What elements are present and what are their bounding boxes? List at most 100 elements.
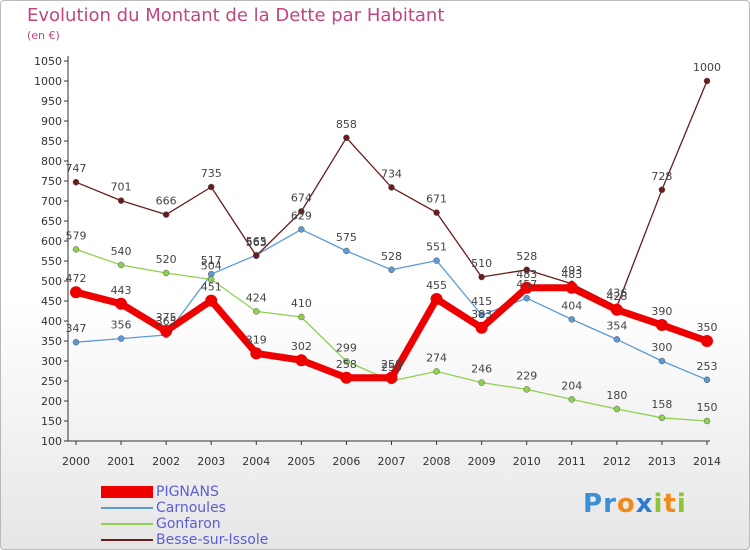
data-point <box>250 347 263 360</box>
data-label: 735 <box>201 167 222 180</box>
y-tick-label: 600 <box>41 235 62 248</box>
proxiti-logo: Proxiti <box>583 489 687 519</box>
y-tick-label: 300 <box>41 355 62 368</box>
data-point <box>430 293 443 305</box>
y-tick-label: 400 <box>41 315 62 328</box>
data-label: 375 <box>156 311 177 324</box>
data-point <box>115 297 128 310</box>
data-label: 510 <box>471 257 492 270</box>
y-tick-label: 100 <box>41 435 62 448</box>
data-point <box>72 246 80 253</box>
logo-letter: P <box>583 489 604 519</box>
data-point <box>433 257 440 264</box>
data-point <box>385 371 398 384</box>
x-tick-label: 2008 <box>423 455 451 468</box>
data-label: 246 <box>471 363 492 376</box>
data-label: 563 <box>246 236 267 249</box>
data-labels: 472 443 375 451 319 302 258 258 455 383 483 483 428 3… <box>66 61 722 414</box>
data-label: 457 <box>516 278 537 291</box>
data-point <box>343 247 350 255</box>
data-label: 528 <box>381 250 402 263</box>
data-point <box>565 281 578 294</box>
legend-swatch-carnoules <box>101 507 153 509</box>
data-point <box>610 303 623 316</box>
data-label: 575 <box>336 231 357 244</box>
data-point <box>207 276 215 283</box>
data-point <box>388 266 395 274</box>
x-tick-label: 2012 <box>603 455 631 468</box>
data-label: 415 <box>471 295 492 308</box>
data-label: 319 <box>246 333 267 346</box>
data-point <box>701 335 713 347</box>
data-point <box>703 417 711 425</box>
data-label: 1000 <box>693 61 721 74</box>
data-label: 483 <box>516 268 537 281</box>
data-point <box>295 354 308 367</box>
data-label: 302 <box>291 340 312 353</box>
data-point <box>253 308 260 315</box>
y-tick-label: 450 <box>41 295 62 308</box>
data-label: 404 <box>561 299 582 312</box>
x-tick-label: 2004 <box>242 455 270 468</box>
y-tick-label: 150 <box>41 415 62 428</box>
data-label: 428 <box>606 290 627 303</box>
data-point <box>162 269 170 277</box>
data-label: 472 <box>66 272 87 285</box>
data-label: 410 <box>291 297 312 310</box>
data-label: 517 <box>201 254 222 267</box>
data-label: 747 <box>66 162 87 175</box>
data-label: 204 <box>561 379 582 392</box>
y-tick-label: 900 <box>41 115 62 128</box>
x-tick-label: 2011 <box>558 455 586 468</box>
data-label: 274 <box>426 351 447 364</box>
data-point <box>72 338 80 346</box>
data-point <box>658 414 666 422</box>
data-point <box>253 252 260 260</box>
data-point <box>298 208 305 215</box>
data-label: 150 <box>697 401 718 414</box>
data-label: 250 <box>381 361 402 374</box>
data-point <box>117 197 125 204</box>
y-tick-label: 250 <box>41 375 62 388</box>
data-label: 300 <box>651 341 672 354</box>
data-point <box>298 226 305 233</box>
data-label: 436 <box>606 287 627 300</box>
data-point <box>475 321 488 334</box>
data-point <box>117 335 125 342</box>
x-tick-label: 2013 <box>648 455 676 468</box>
data-label: 674 <box>291 191 312 204</box>
data-point <box>72 178 80 186</box>
x-tick-label: 2014 <box>693 455 721 468</box>
data-label: 158 <box>651 398 672 411</box>
data-label: 258 <box>381 358 402 371</box>
data-label: 579 <box>66 229 87 242</box>
data-point <box>655 319 668 331</box>
y-tick-label: 650 <box>41 215 62 228</box>
data-label: 443 <box>111 284 132 297</box>
y-tick-label: 700 <box>41 195 62 208</box>
y-tick-label: 750 <box>41 175 62 188</box>
data-label: 455 <box>426 279 447 292</box>
data-label: 451 <box>201 281 222 294</box>
data-label: 540 <box>111 245 132 258</box>
data-point <box>478 273 485 281</box>
x-tick-labels: 2000 2001 2002 2003 2004 2005 2006 2007 2008 2009… <box>62 441 721 468</box>
legend-label: Besse-sur-Issole <box>156 532 269 548</box>
data-point <box>340 371 353 384</box>
x-tick-label: 2006 <box>332 455 360 468</box>
data-point <box>433 209 440 216</box>
x-tick-label: 2000 <box>62 455 90 468</box>
data-label: 728 <box>651 170 672 183</box>
data-label: 356 <box>111 319 132 332</box>
data-label: 229 <box>516 369 537 382</box>
logo-letter: o <box>616 489 636 519</box>
data-label: 734 <box>381 167 402 180</box>
x-tick-label: 2001 <box>107 455 135 468</box>
x-tick-label: 2010 <box>513 455 541 468</box>
data-label: 365 <box>156 315 177 328</box>
y-tick-label: 1050 <box>34 55 62 68</box>
data-point <box>703 77 711 85</box>
legend-label: Carnoules <box>156 500 226 516</box>
